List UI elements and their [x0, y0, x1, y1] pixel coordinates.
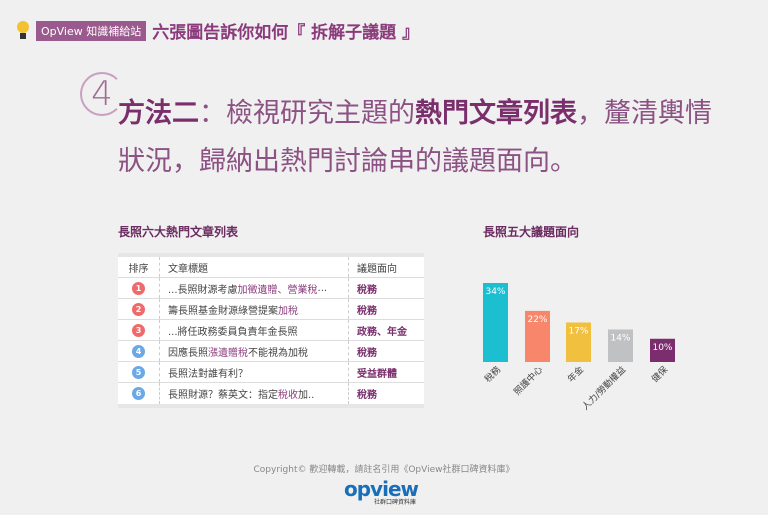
title-highlight: 加徵遺贈、營業稅 [237, 284, 318, 296]
table-row[interactable]: 6 長照財源？蔡英文：指定 稅收 加.. 稅務 [118, 383, 424, 404]
header-tag: OpView 知識補給站 [36, 20, 147, 41]
rank-cell: 6 [118, 383, 160, 404]
rank-badge: 6 [132, 387, 145, 400]
bar-chart: 34% 稅務 22% 照護中心 17% 年金 14% 人力/勞動權益 10% 健保 [482, 283, 675, 413]
table-row[interactable]: 5 長照法對誰有利？ 受益群體 [118, 362, 424, 383]
title-text: ...將任政務委員負責年金長照 [168, 326, 298, 338]
logo-subtitle: 社群口碑資料庫 [374, 499, 417, 506]
rank-badge: 3 [132, 323, 145, 337]
opview-logo: opview [344, 477, 419, 501]
main-text-1: ：檢視研究主題的 [199, 98, 415, 129]
header-title: 文章標題 [160, 257, 349, 277]
rank-badge: 5 [132, 365, 145, 379]
rank-badge: 4 [132, 344, 145, 358]
title-text: ...長照財源考慮 [168, 284, 238, 296]
title-cell[interactable]: 長照財源？蔡英文：指定 稅收 加.. [160, 383, 349, 404]
category-label: 照護中心 [511, 364, 545, 398]
title-cell[interactable]: ...長照財源考慮 加徵遺贈、營業稅... [160, 278, 349, 298]
articles-table: 排序 文章標題 議題面向 1 ...長照財源考慮 加徵遺贈、營業稅... 稅務 2 … [118, 253, 424, 408]
table-row[interactable]: 1 ...長照財源考慮 加徵遺贈、營業稅... 稅務 [118, 278, 424, 299]
title-text-end: ... [317, 282, 328, 294]
title-highlight: 加稅 [278, 305, 298, 317]
title-text: 長照法對誰有利？ [168, 368, 248, 380]
title-text-end: 加.. [298, 390, 315, 401]
title-highlight: 稅收 [278, 390, 298, 401]
bar [608, 329, 633, 362]
bar [525, 310, 550, 362]
bar [483, 283, 508, 362]
table-row[interactable]: 4 因應長照 漲遺贈稅 不能視為加稅 稅務 [118, 341, 424, 362]
title-text: 籌長照基金財源綠營提案 [168, 305, 278, 317]
topic-cell: 稅務 [357, 390, 377, 401]
table-title: 長照六大熱門文章列表 [118, 225, 239, 239]
title-cell[interactable]: ...將任政務委員負責年金長照 [160, 320, 349, 340]
header-rank: 排序 [118, 257, 160, 277]
title-text-end: 不能視為加稅 [248, 347, 308, 359]
main-bold: 熱門文章列表 [415, 98, 577, 129]
table-row[interactable]: 2 籌長照基金財源綠營提案 加稅 稅務 [118, 299, 424, 320]
step-number: 4 [80, 72, 124, 116]
title-text: 因應長照 [168, 347, 208, 359]
topic-cell: 政務、年金 [357, 326, 407, 338]
bar [566, 322, 591, 362]
header-topic: 議題面向 [357, 263, 397, 275]
title-text: 長照財源？蔡英文：指定 [168, 390, 278, 401]
rank-badge: 1 [132, 281, 145, 295]
header-title: 六張圖告訴你如何『 拆解子議題 』 [152, 23, 420, 43]
topic-cell: 稅務 [357, 347, 377, 359]
rank-cell: 1 [118, 278, 160, 298]
rank-cell: 3 [118, 320, 160, 340]
topic-cell: 稅務 [357, 305, 377, 317]
value-label: 34% [485, 287, 505, 297]
topic-cell: 受益群體 [357, 368, 397, 380]
lightbulb-icon [16, 20, 30, 41]
value-label: 14% [610, 333, 630, 343]
category-label: 稅務 [482, 364, 503, 385]
table-row[interactable]: 3 ...將任政務委員負責年金長照 政務、年金 [118, 320, 424, 341]
category-label: 年金 [565, 364, 586, 385]
topic-cell: 稅務 [357, 284, 377, 296]
value-label: 10% [652, 343, 672, 353]
value-label: 17% [568, 327, 588, 337]
chart-title: 長照五大議題面向 [483, 225, 580, 239]
table-header: 排序 文章標題 議題面向 [118, 257, 424, 278]
rank-cell: 4 [118, 341, 160, 361]
category-label: 人力/勞動權益 [579, 364, 628, 413]
main-prefix: 方法二 [118, 98, 199, 129]
title-cell[interactable]: 籌長照基金財源綠營提案 加稅 [160, 299, 349, 319]
main-text-2: ，釐清輿情狀況，歸納出熱門討論串的議題面向。 [118, 98, 712, 177]
title-cell[interactable]: 因應長照 漲遺贈稅 不能視為加稅 [160, 341, 349, 361]
header: OpView 知識補給站 六張圖告訴你如何『 拆解子議題 』 [16, 18, 419, 43]
rank-badge: 2 [132, 302, 145, 316]
value-label: 22% [527, 315, 547, 325]
rank-cell: 5 [118, 362, 160, 382]
copyright: Copyright© 歡迎轉載，請註名引用《OpView社群口碑資料庫》 [253, 465, 515, 475]
title-cell[interactable]: 長照法對誰有利？ [160, 362, 349, 382]
title-highlight: 漲遺贈稅 [208, 347, 248, 359]
rank-cell: 2 [118, 299, 160, 319]
category-label: 健保 [649, 364, 670, 385]
bar [650, 338, 675, 362]
main-text: 方法二：檢視研究主題的熱門文章列表，釐清輿情狀況，歸納出熱門討論串的議題面向。 [118, 90, 718, 186]
